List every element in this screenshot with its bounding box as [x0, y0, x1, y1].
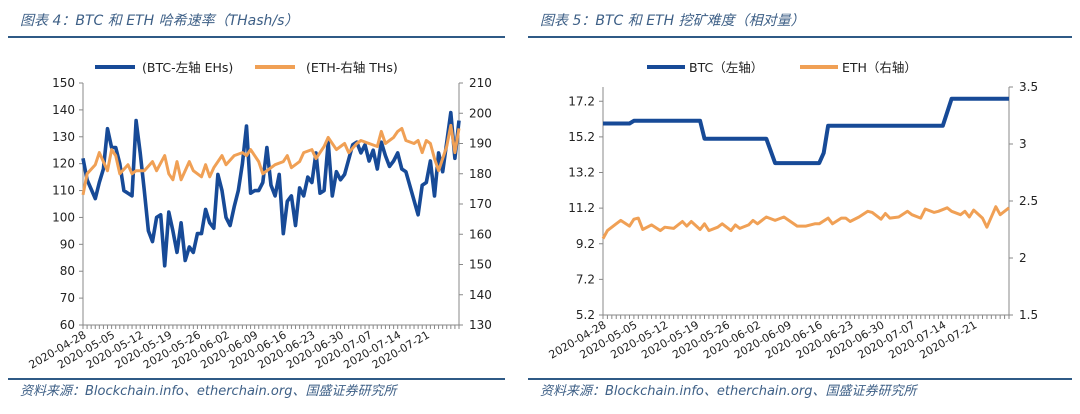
y-right-tick-label: 2: [1019, 251, 1027, 265]
y-right-tick-label: 140: [469, 288, 492, 302]
y-left-tick-label: 7.2: [576, 272, 595, 286]
legend-label-btc: BTC（左轴）: [689, 60, 763, 75]
chart-panel-difficulty: 图表 5：BTC 和 ETH 挖矿难度（相对量） 资料来源：Blockchain…: [528, 13, 1072, 399]
y-left-tick-label: 80: [60, 264, 75, 278]
y-left-tick-label: 130: [52, 130, 75, 144]
y-right-tick-label: 200: [469, 106, 492, 120]
source-note: 资料来源：Blockchain.info、etherchain.org、国盛证券…: [20, 383, 398, 399]
y-right-tick-label: 3.5: [1019, 80, 1038, 94]
y-left-tick-label: 15.2: [568, 130, 595, 144]
y-left-tick-label: 17.2: [568, 94, 595, 108]
y-left-tick-label: 9.2: [576, 237, 595, 251]
y-right-tick-label: 160: [469, 227, 492, 241]
y-right-tick-label: 1.5: [1019, 308, 1038, 322]
y-right-tick-label: 130: [469, 318, 492, 332]
y-right-tick-label: 170: [469, 197, 492, 211]
y-left-tick-label: 5.2: [576, 308, 595, 322]
y-left-tick-label: 70: [60, 291, 75, 305]
series-line-eth: [601, 205, 1010, 240]
y-left-tick-label: 60: [60, 318, 75, 332]
legend-label-btc: (BTC-左轴 EHs): [142, 60, 233, 75]
y-left-tick-label: 110: [52, 184, 75, 198]
plot-area: 5.27.29.211.213.215.217.21.522.533.52020…: [547, 80, 1038, 362]
y-left-tick-label: 90: [60, 237, 75, 251]
y-right-tick-label: 150: [469, 258, 492, 272]
y-left-tick-label: 13.2: [568, 166, 595, 180]
y-right-tick-label: 210: [469, 76, 492, 90]
y-right-tick-label: 2.5: [1019, 194, 1038, 208]
y-left-tick-label: 100: [52, 210, 75, 224]
series-line-btc: [603, 96, 1009, 166]
y-left-tick-label: 120: [52, 157, 75, 171]
legend: BTC（左轴） ETH（右轴）: [647, 60, 917, 75]
y-right-tick-label: 190: [469, 137, 492, 151]
y-right-tick-label: 3: [1019, 137, 1027, 151]
legend-label-eth: ETH（右轴）: [842, 60, 917, 75]
y-left-tick-label: 150: [52, 76, 75, 90]
series-line-btc: [81, 110, 461, 268]
series-line-eth: [81, 123, 461, 196]
legend: (BTC-左轴 EHs) (ETH-右轴 THs): [95, 60, 398, 75]
source-note: 资料来源：Blockchain.info、etherchain.org、国盛证券…: [540, 383, 918, 399]
y-right-tick-label: 180: [469, 167, 492, 181]
chart-panel-hashrate: 图表 4：BTC 和 ETH 哈希速率（THash/s） 资料来源：Blockc…: [8, 13, 505, 399]
legend-label-eth: (ETH-右轴 THs): [306, 60, 398, 75]
plot-area: 60 70 80 90 100 110 120 130 140 150 130 140 150 160 17…: [27, 76, 492, 372]
y-left-tick-label: 11.2: [568, 201, 595, 215]
y-left-tick-label: 140: [52, 103, 75, 117]
chart-title: 图表 4：BTC 和 ETH 哈希速率（THash/s）: [20, 13, 298, 29]
chart-title: 图表 5：BTC 和 ETH 挖矿难度（相对量）: [540, 13, 805, 29]
